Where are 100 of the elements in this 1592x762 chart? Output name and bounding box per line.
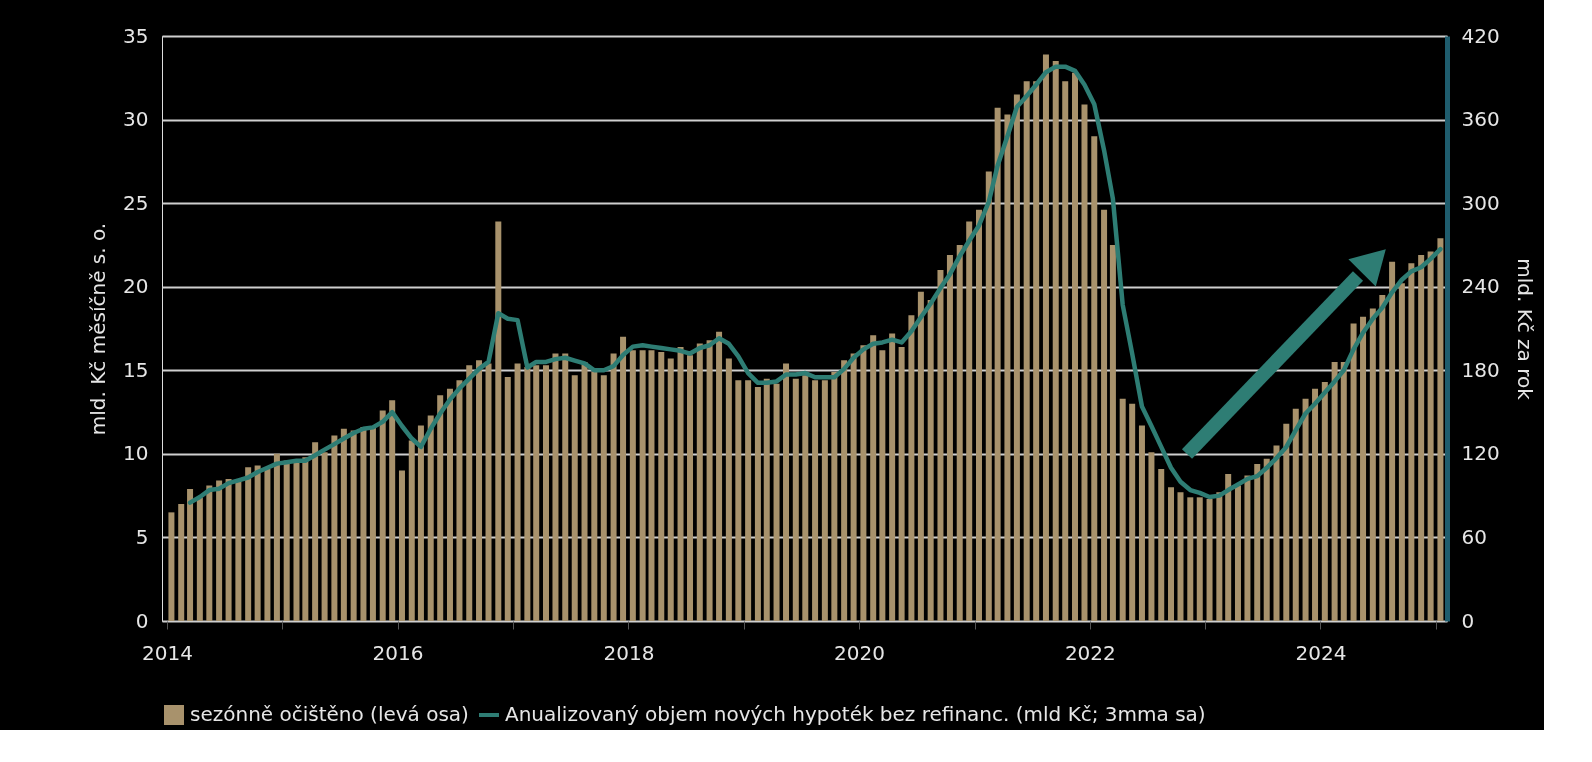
bar [889,333,896,621]
bar [340,428,347,621]
bar [1418,254,1425,621]
x-tick-label: 2024 [1295,640,1347,665]
y2-tick-label: 180 [1461,357,1500,382]
bar [831,371,838,621]
bar [937,270,944,621]
bar [600,375,607,621]
bar [985,171,992,621]
bar [1283,423,1290,621]
legend-label: Anualizovaný objem nových hypoték bez refinanc. (mld Kč; 3mma sa) [505,702,1206,726]
bar [1389,261,1396,621]
bar [485,363,492,621]
bar [398,470,405,621]
bar [446,388,453,621]
bar [168,512,175,621]
bar [524,366,531,621]
bar [456,380,463,621]
y2-tick-label: 420 [1461,23,1500,48]
bar [1273,445,1280,621]
bar [1158,468,1165,621]
bar [1398,283,1405,621]
y-axis-title: mld. Kč měsíčně s. o. [86,222,111,436]
bar [927,300,934,621]
bar [245,467,252,621]
bar [783,363,790,621]
bar [264,468,271,621]
bar [302,457,309,621]
bar [1119,398,1126,621]
bar [1129,403,1136,621]
bar [870,335,877,621]
bar [860,345,867,621]
bar [591,371,598,621]
bar [1350,323,1357,621]
bar [754,387,761,621]
y2-tick-label: 300 [1461,190,1500,215]
bar [1312,388,1319,621]
bar [658,351,665,621]
bar [735,380,742,621]
bar [1187,497,1194,621]
bar [1244,475,1251,621]
bar [408,440,415,621]
bar [178,504,185,621]
bar [495,221,502,621]
bar [1321,381,1328,621]
bar [1091,136,1098,621]
bar [476,360,483,621]
y-tick-label: 15 [123,357,149,382]
bar [331,435,338,621]
bar [571,375,578,621]
legend-label: sezónně očištěno (levá osa) [190,702,469,726]
y-tick-label: 30 [123,107,149,132]
bar [581,361,588,621]
bar [1052,61,1059,621]
y2-tick-label: 240 [1461,274,1500,299]
bar [648,350,655,621]
y-tick-label: 35 [123,23,149,48]
bar [946,254,953,621]
bar [1042,54,1049,621]
bar [763,378,770,621]
bar [1292,408,1299,621]
x-tick-label: 2014 [142,640,193,665]
x-tick-label: 2018 [603,640,655,665]
bar [542,365,549,621]
bar [1331,361,1338,621]
bar [321,452,328,621]
bar [629,350,636,621]
bar [437,395,444,621]
bar [427,415,434,621]
bar [417,425,424,621]
bar [216,480,223,621]
bar [956,244,963,621]
bar [716,331,723,621]
bar [514,363,521,621]
bar [1062,81,1069,621]
bar [1004,114,1011,621]
bar [1225,473,1232,621]
bar [1408,263,1415,621]
bar [802,375,809,621]
bar [1101,209,1108,621]
bar [620,336,627,621]
bar [1177,492,1184,621]
bar [706,340,713,621]
bar [206,485,213,621]
bar [187,488,194,621]
y2-tick-label: 0 [1461,608,1475,633]
bar [562,353,569,621]
bar [1109,244,1116,621]
y-tick-label: 10 [123,441,149,466]
bar [841,360,848,621]
bar [1302,398,1309,621]
bar [254,465,261,621]
bar [312,442,319,621]
bar [1148,452,1155,621]
bar [1138,425,1145,621]
bar [773,383,780,621]
y2-tick-label: 120 [1461,441,1500,466]
bar [677,346,684,621]
bar [639,350,646,621]
y2-axis-title: mld. Kč za rok [1512,258,1537,401]
